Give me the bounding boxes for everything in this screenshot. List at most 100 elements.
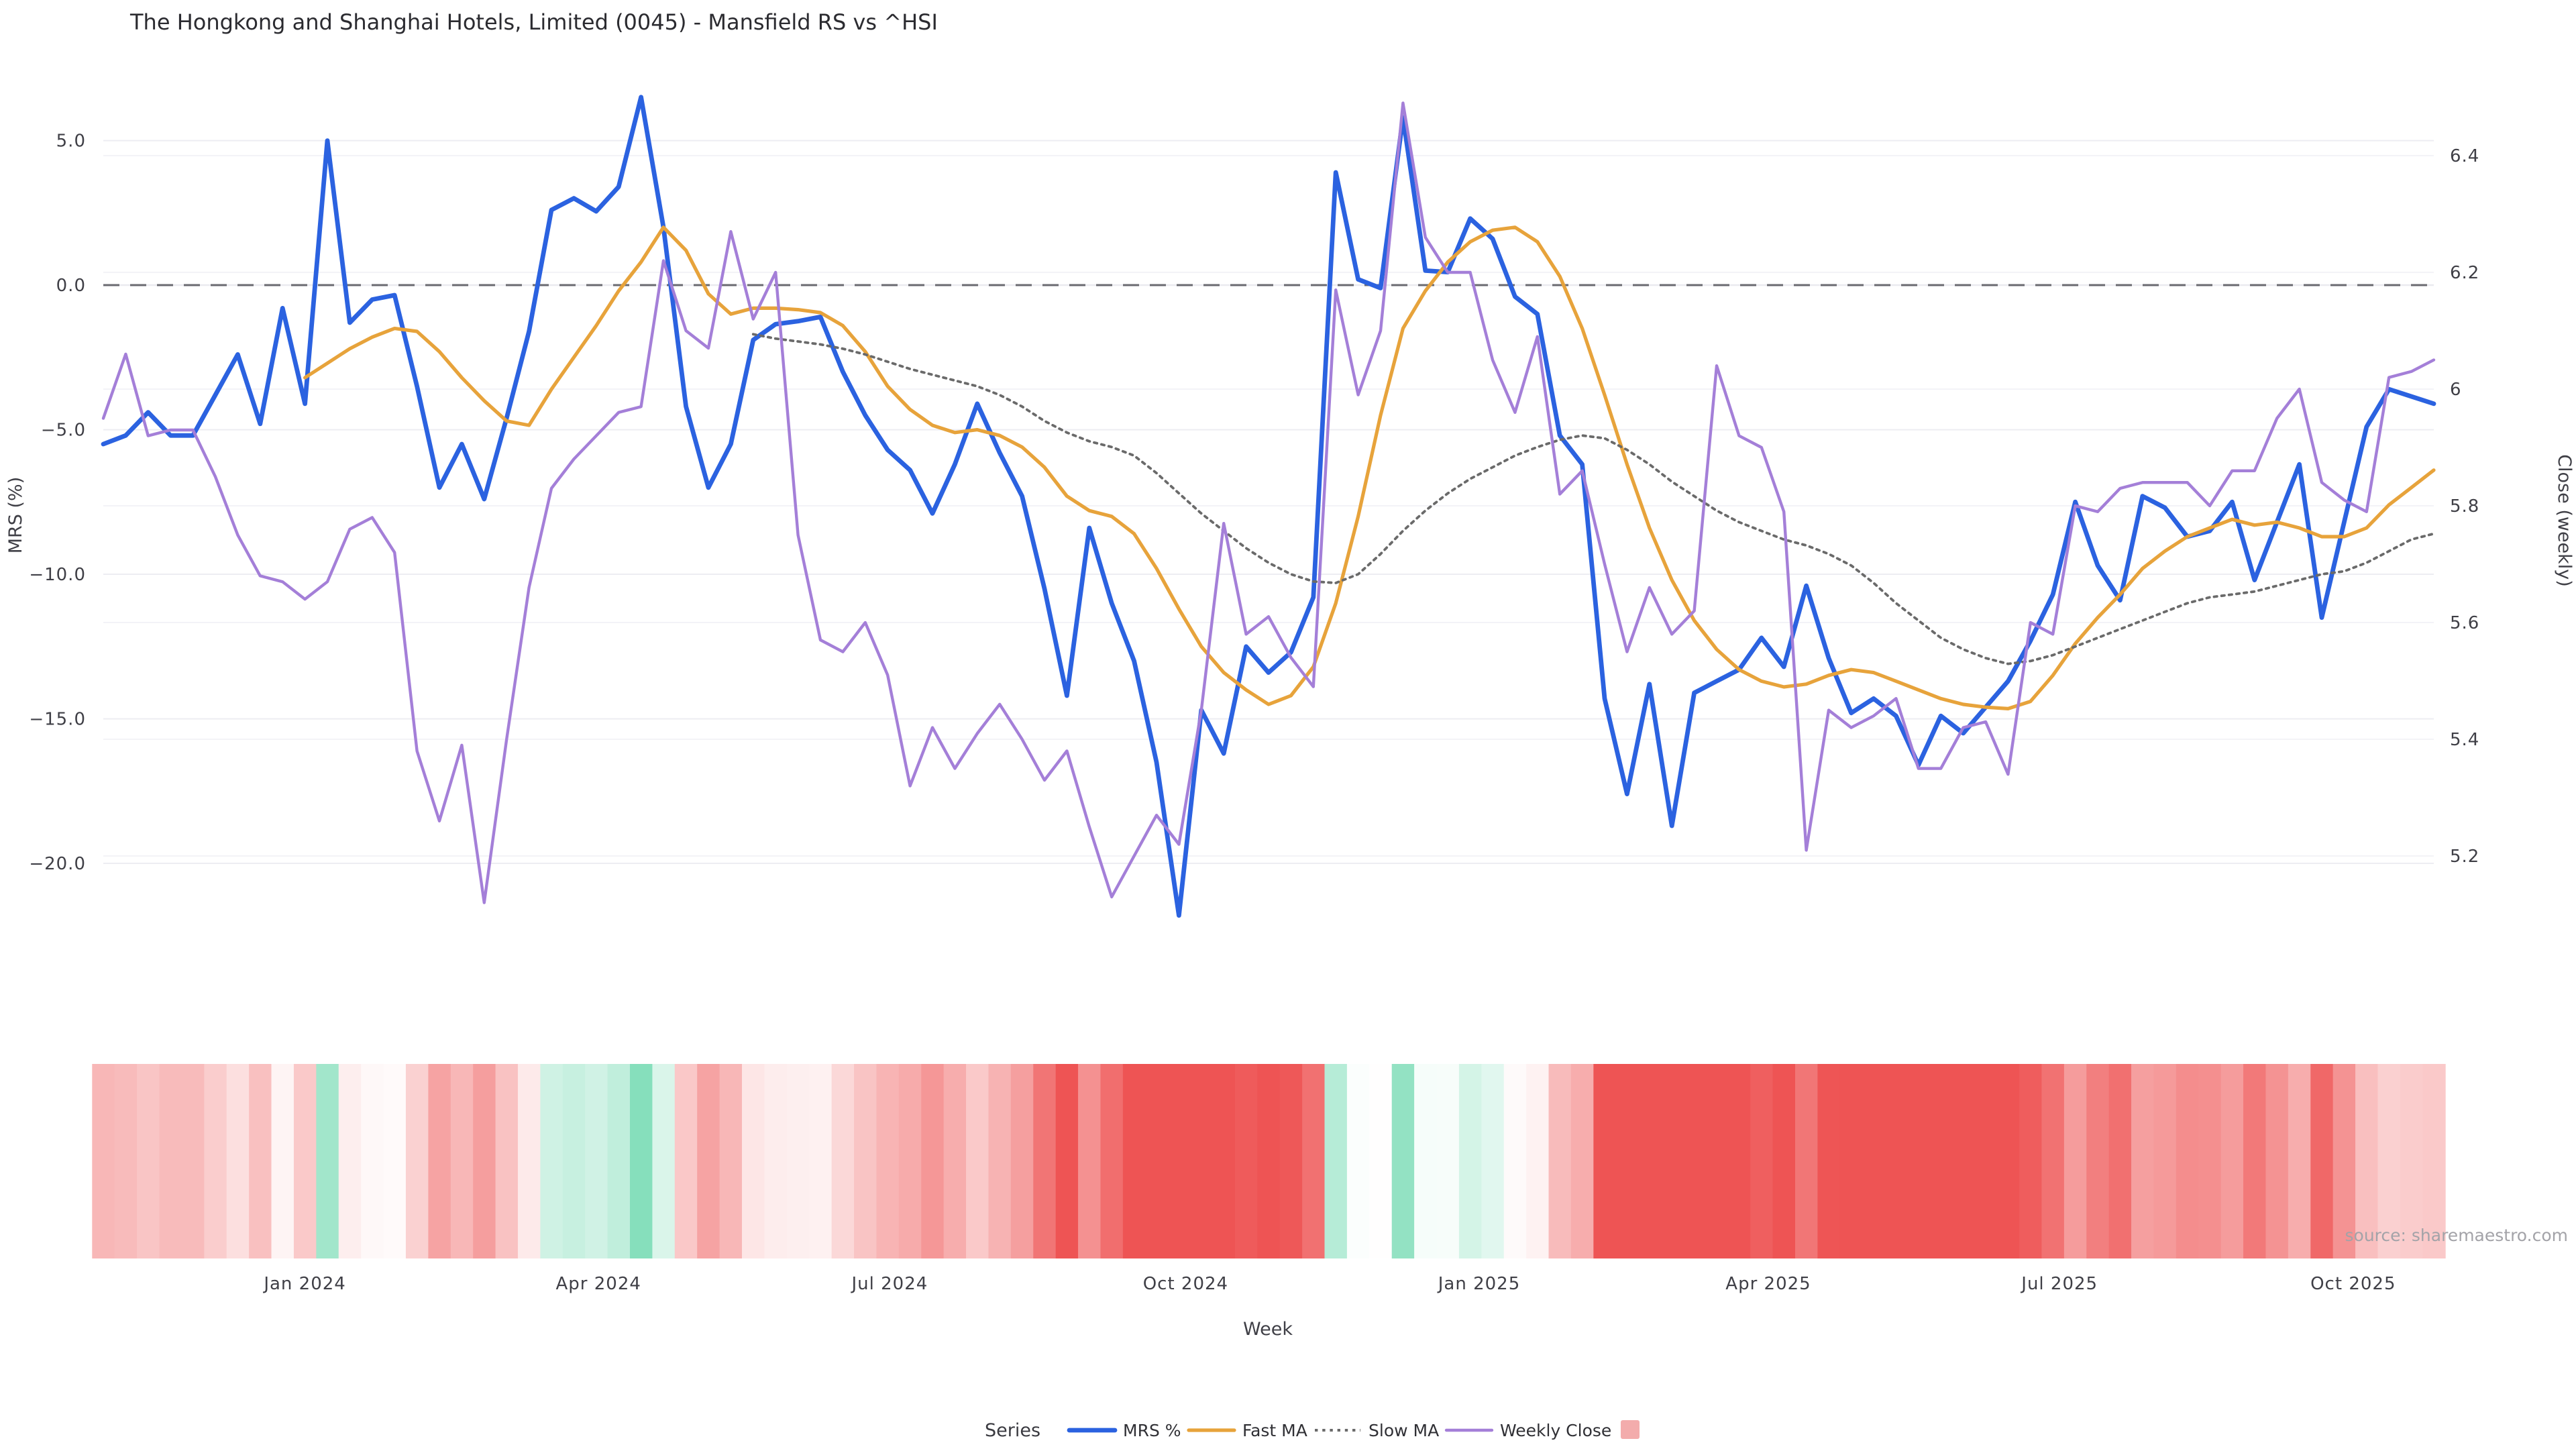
heatmap-cell	[2108, 1064, 2133, 1258]
heatmap-cell	[1391, 1064, 1415, 1258]
heatmap-cell	[428, 1064, 451, 1258]
x-tick-label: Jan 2024	[262, 1274, 346, 1294]
heatmap-cell	[1033, 1064, 1057, 1258]
heatmap-cell	[137, 1064, 160, 1258]
heatmap-cell	[1503, 1064, 1527, 1258]
legend-item-fast-ma[interactable]: Fast MA	[1187, 1421, 1307, 1440]
heatmap-cell	[517, 1064, 541, 1258]
heatmap-cell	[809, 1064, 833, 1258]
heatmap-cell	[786, 1064, 810, 1258]
heatmap-cell	[159, 1064, 182, 1258]
series-line-mrs-	[101, 95, 2436, 918]
heatmap-cell	[562, 1064, 586, 1258]
heatmap-cell	[1638, 1064, 1662, 1258]
heatmap-cell	[1257, 1064, 1281, 1258]
heatmap-cell	[2041, 1064, 2065, 1258]
heatmap-cell	[1772, 1064, 1796, 1258]
heatmap-cell	[249, 1064, 272, 1258]
legend-item-weekly-close[interactable]: Weekly Close	[1444, 1421, 1611, 1440]
heatmap-cell	[898, 1064, 922, 1258]
heatmap-cell	[719, 1064, 743, 1258]
heatmap-cell	[1145, 1064, 1169, 1258]
heatmap-cell	[1346, 1064, 1371, 1258]
heatmap-cell	[316, 1064, 339, 1258]
heatmap-cell	[361, 1064, 384, 1258]
heatmap-cell	[1817, 1064, 1841, 1258]
heatmap-cell	[2131, 1064, 2155, 1258]
heatmap-cell	[2288, 1064, 2312, 1258]
heatmap-cell	[1750, 1064, 1774, 1258]
heatmap-cell	[1526, 1064, 1550, 1258]
heatmap-cell	[1234, 1064, 1258, 1258]
heatmap-strip	[92, 1064, 2446, 1258]
left-tick-label: 5.0	[56, 131, 86, 152]
heatmap-cell	[1795, 1064, 1819, 1258]
legend-item-slow-ma[interactable]: Slow MA	[1315, 1421, 1439, 1440]
heatmap-swatch-icon[interactable]	[1621, 1420, 1640, 1439]
heatmap-cell	[540, 1064, 564, 1258]
heatmap-cell	[1570, 1064, 1595, 1258]
heatmap-cell	[2153, 1064, 2177, 1258]
heatmap-cell	[764, 1064, 788, 1258]
heatmap-cell	[876, 1064, 900, 1258]
heatmap-cell	[114, 1064, 138, 1258]
heatmap-cell	[1055, 1064, 1079, 1258]
x-tick-label: Apr 2025	[1725, 1274, 1811, 1294]
gridlines	[103, 140, 2434, 864]
x-axis-title: Week	[1243, 1319, 1293, 1340]
right-tick-label: 6.2	[2450, 263, 2479, 283]
x-tick-label: Apr 2024	[555, 1274, 641, 1294]
heatmap-cell	[1705, 1064, 1729, 1258]
heatmap-cell	[1212, 1064, 1236, 1258]
heatmap-cell	[2198, 1064, 2222, 1258]
heatmap-cell	[2377, 1064, 2401, 1258]
heatmap-cell	[1615, 1064, 1640, 1258]
page-title: The Hongkong and Shanghai Hotels, Limite…	[129, 9, 938, 35]
heatmap-cell	[1122, 1064, 1146, 1258]
x-tick-label: Jan 2025	[1437, 1274, 1521, 1294]
heatmap-cell	[2243, 1064, 2267, 1258]
heatmap-cell	[92, 1064, 115, 1258]
heatmap-cell	[2019, 1064, 2043, 1258]
heatmap-cell	[1458, 1064, 1483, 1258]
heatmap-cell	[1414, 1064, 1438, 1258]
series-line-slow-ma	[751, 333, 2435, 665]
right-axis-title: Close (weekly)	[2554, 454, 2575, 587]
heatmap-cell	[2310, 1064, 2334, 1258]
legend-item-label: MRS %	[1123, 1421, 1181, 1440]
x-tick-label: Jul 2025	[2020, 1274, 2098, 1294]
left-tick-label: −20.0	[29, 854, 86, 874]
x-tick-label: Oct 2025	[2310, 1274, 2396, 1294]
heatmap-cell	[1996, 1064, 2021, 1258]
heatmap-cell	[1727, 1064, 1752, 1258]
heatmap-cell	[226, 1064, 250, 1258]
heatmap-cell	[293, 1064, 317, 1258]
left-axis-title: MRS (%)	[5, 477, 26, 554]
legend-item-label: Slow MA	[1368, 1421, 1439, 1440]
legend-item-mrs[interactable]: MRS %	[1067, 1421, 1181, 1440]
left-tick-label: −15.0	[29, 710, 86, 730]
heatmap-cell	[181, 1064, 205, 1258]
heatmap-cell	[943, 1064, 967, 1258]
left-tick-label: −5.0	[41, 421, 86, 441]
heatmap-cell	[1660, 1064, 1684, 1258]
heatmap-cell	[2220, 1064, 2245, 1258]
heatmap-cell	[1481, 1064, 1505, 1258]
heatmap-cell	[854, 1064, 877, 1258]
heatmap-cell	[2355, 1064, 2379, 1258]
heatmap-cell	[585, 1064, 608, 1258]
series-line-weekly-close	[101, 101, 2436, 904]
heatmap-cell	[204, 1064, 227, 1258]
right-tick-label: 5.6	[2450, 613, 2479, 633]
heatmap-cell	[2332, 1064, 2357, 1258]
legend-item-label: Weekly Close	[1500, 1421, 1611, 1440]
heatmap-cell	[1548, 1064, 1572, 1258]
heatmap-cell	[1951, 1064, 1976, 1258]
right-tick-label: 5.4	[2450, 730, 2479, 750]
axis-ticks: 5.0 0.0 −5.0 −10.0 −15.0 −20.0 6.4 6.2 6 5.8 5.6 5.…	[29, 131, 2479, 1294]
heatmap-cell	[1884, 1064, 1908, 1258]
heatmap-cell	[652, 1064, 676, 1258]
heatmap-cell	[2086, 1064, 2110, 1258]
heatmap-cell	[630, 1064, 653, 1258]
